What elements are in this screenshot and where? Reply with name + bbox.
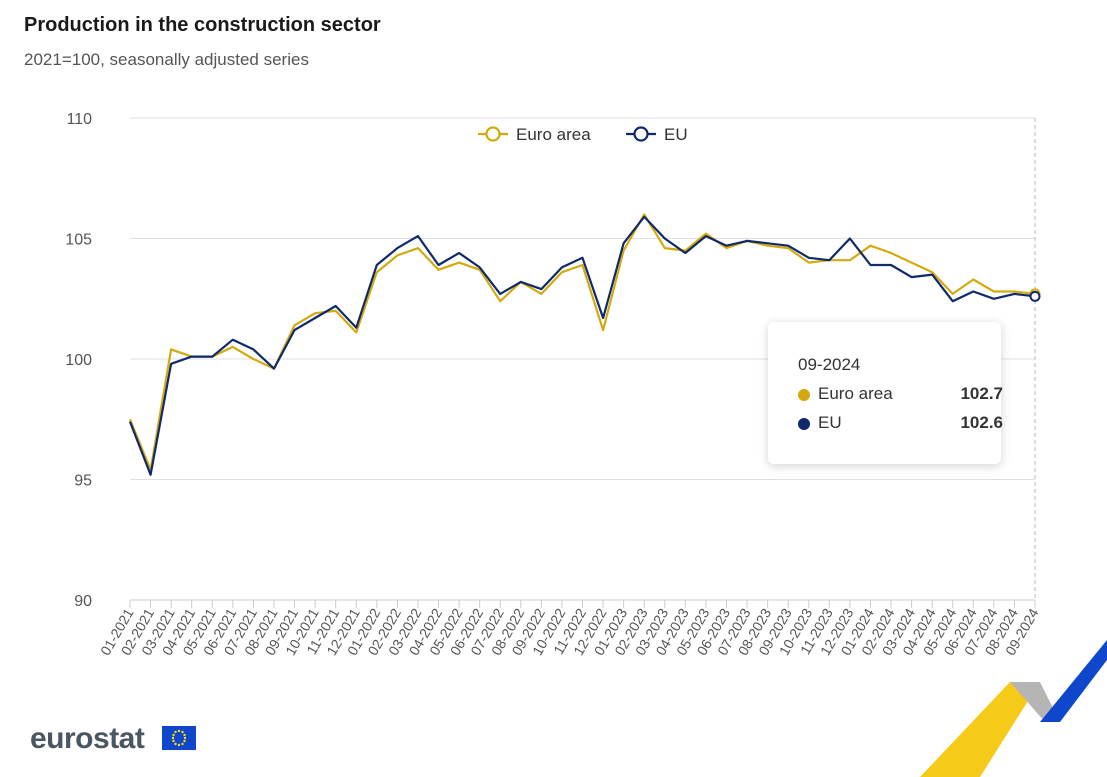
chart-title: Production in the construction sector [24, 14, 381, 36]
y-tick-label: 105 [65, 232, 92, 249]
y-tick-label: 90 [74, 593, 92, 610]
series-lines [128, 213, 1041, 476]
y-tick-label: 100 [65, 352, 92, 369]
chart-subtitle: 2021=100, seasonally adjusted series [24, 50, 309, 69]
y-tick-label: 95 [74, 473, 92, 490]
tooltip-value: 102.6 [960, 413, 1003, 432]
legend[interactable]: Euro area EU [478, 125, 688, 144]
tooltip-date: 09-2024 [798, 355, 861, 374]
legend-marker-icon [485, 126, 501, 142]
euro-area-dot-icon [798, 389, 810, 401]
tooltip-label: Euro area [818, 384, 893, 403]
data-tooltip: 09-2024 Euro area 102.7 EU 102.6 [768, 322, 1003, 464]
tooltip-value: 102.7 [960, 384, 1003, 403]
logo-wordmark: eurostat [30, 722, 145, 755]
y-axis-ticks: 90 95 100 105 110 [65, 111, 92, 610]
tooltip-row-eu: EU 102.6 [798, 413, 1003, 435]
tooltip-label: EU [818, 413, 842, 432]
eu-flag-icon [162, 726, 196, 750]
series-line-eu [128, 215, 1036, 476]
y-tick-label: 110 [66, 111, 92, 128]
tooltip-row-euro-area: Euro area 102.7 [798, 384, 1003, 406]
eu-dot-icon [798, 418, 810, 430]
legend-label: EU [664, 125, 688, 144]
data-point-marker [1029, 290, 1041, 302]
decorative-chevron-graphic [920, 640, 1107, 777]
legend-label: Euro area [516, 125, 591, 144]
legend-marker-icon [633, 126, 649, 142]
